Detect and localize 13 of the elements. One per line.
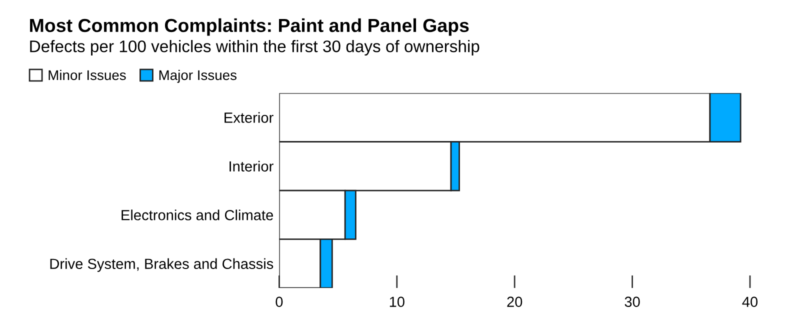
y-tick-label: Drive System, Brakes and Chassis <box>50 258 274 272</box>
x-tick-label: 10 <box>390 296 404 307</box>
y-tick-label: Interior <box>230 160 274 172</box>
legend-label: Major Issues <box>159 70 237 83</box>
x-tick-label: 30 <box>624 296 640 307</box>
x-tick-label: 0 <box>276 296 283 307</box>
legend-label: Minor Issues <box>48 70 126 80</box>
chart-subtitle: Defects per 100 vehicles within the first 30 days of ownership <box>30 40 480 56</box>
x-tick-label: 40 <box>742 296 758 307</box>
chart-title: Most Common Complaints: Paint and Panel Gaps <box>30 18 469 36</box>
x-tick-label: 20 <box>507 296 522 307</box>
y-tick-label: Electronics and Climate <box>122 210 274 220</box>
y-tick-label: Exterior <box>224 112 274 123</box>
